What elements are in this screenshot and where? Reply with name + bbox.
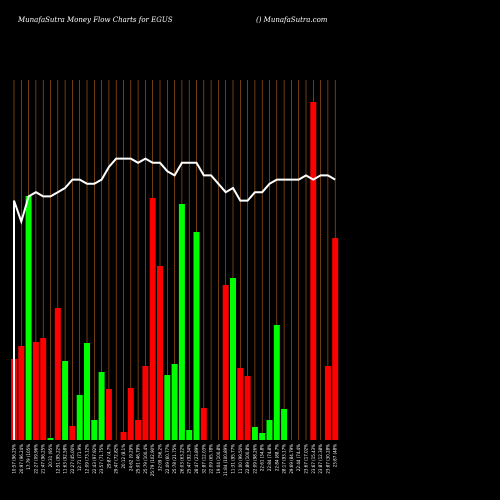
x-tick-label: 25:47 (92.34% [187, 444, 192, 474]
volume-bar [193, 232, 200, 440]
site-credit: () MunafaSutra.com [256, 16, 328, 24]
volume-bar [324, 366, 331, 440]
volume-bar [164, 375, 171, 440]
volume-bar [62, 361, 69, 440]
x-tick-label: 29:47 (72.82% [114, 444, 119, 474]
money-flow-series-line [13, 157, 336, 440]
x-tick-label: 29:69 (84.79% [289, 444, 294, 474]
volume-bar [200, 408, 207, 440]
volume-bar [120, 432, 127, 440]
x-tick-label: 25:79 (102.90% [150, 444, 155, 476]
x-tick-label: 11:84 (100.89% [223, 444, 228, 476]
x-tick-label: 17:79 (105% [26, 444, 31, 470]
volume-bar [40, 338, 47, 440]
x-tick-label: 22:09 (98.26% [252, 444, 257, 474]
x-tick-label: 19:04 (100.8% [216, 444, 221, 474]
x-tick-label: 25:01 (46.79% [136, 444, 141, 474]
volume-bar [25, 196, 32, 440]
x-tick-label: 23:87 (30.28% [325, 444, 330, 474]
volume-bar [237, 368, 244, 440]
x-tick-label: 12:51 (95.22% [55, 444, 60, 474]
volume-bar [230, 278, 236, 440]
volume-bar [84, 343, 90, 440]
money-flow-line [13, 157, 336, 440]
volume-bar [222, 285, 229, 440]
volume-bar [47, 438, 54, 440]
volume-bar [149, 198, 156, 440]
x-tick-label: 11:31 (95.77% [231, 444, 236, 474]
volume-bar [266, 420, 273, 440]
x-tick-label: 22:61 (34.8% [260, 444, 265, 471]
x-tick-label: 12:71 (71.9% [77, 444, 82, 471]
x-tick-label: 20:31 (95% [48, 444, 53, 467]
volume-bar [69, 426, 76, 440]
x-tick-label: 29:87 (4.7% [106, 444, 111, 469]
x-tick-label: 10:57 (96.25% [12, 444, 17, 474]
x-tick-label: 26:03 (63.22% [179, 444, 184, 474]
x-tick-label: 22:09 (65.78% [209, 444, 214, 474]
x-tick-label: 20:12 (8.1% [121, 444, 126, 469]
x-axis-tick-labels: 10:57 (96.25% 20:97 (96.24% 17:79 (105% 22:… [12, 444, 338, 476]
x-tick-label: 22:43 (97.92% [92, 444, 97, 474]
volume-bar [76, 395, 83, 440]
x-tick-label: 11:00 (99.50% [238, 444, 243, 474]
x-tick-label: 23:57 (71.75% [99, 444, 104, 474]
x-tick-label: 23:67 (15.43% [311, 444, 316, 474]
x-tick-label: 22:84 (88.7% [274, 444, 279, 471]
x-tick-label: 23:87 (12.38% [318, 444, 323, 474]
volume-bar [244, 376, 251, 440]
x-tick-label: 28:47 (23.89% [194, 444, 199, 474]
volume-bar [157, 266, 163, 440]
x-tick-label: 23:67 (17.02% [304, 444, 309, 474]
x-tick-label: 12:09 (73.12% [85, 444, 90, 474]
x-tick-label: 22:09 (60.77% [165, 444, 170, 474]
x-tick-label: 32:87 (12.03% [201, 444, 206, 474]
volume-bar [332, 238, 339, 440]
volume-bar [127, 388, 134, 440]
x-tick-label: 11:63 (92.58% [63, 444, 68, 474]
x-tick-label: 22:27 (45.00% [70, 444, 75, 474]
volume-bar [259, 433, 266, 440]
x-tick-label: 22:44 (74.4% [296, 444, 301, 471]
volume-bar [91, 420, 98, 440]
volume-bar [18, 346, 25, 440]
x-tick-label: 22:27 (09.96% [33, 444, 38, 474]
volume-bar [32, 342, 39, 440]
x-tick-label: 20:97 (96.24% [19, 444, 24, 474]
volume-bar [178, 204, 185, 440]
x-tick-label: 22:84 (74.8% [267, 444, 272, 471]
x-tick-label: 22:89 (100.8% [245, 444, 250, 474]
x-tick-label: 25:79 (100.4% [143, 444, 148, 474]
x-tick-label: 23:87 (48% [333, 444, 338, 467]
volume-bar [281, 409, 288, 440]
x-tick-label: 28:17 (93.17% [282, 444, 287, 474]
volume-bar [98, 372, 105, 440]
x-tick-label: 21:47 (96.25% [41, 444, 46, 474]
volume-bar [142, 366, 149, 440]
volume-bar [310, 102, 317, 440]
x-tick-label: 32:09 (56.2% [158, 444, 163, 471]
volume-bar [105, 389, 112, 440]
chart-title: MunafaSutra Money Flow Charts for EGUS [18, 16, 173, 24]
volume-bar [251, 427, 258, 440]
x-tick-label: 25:78 (21.75% [172, 444, 177, 474]
volume-bar [186, 430, 193, 440]
volume-bar [273, 325, 280, 440]
x-tick-label: 24:62 (9.29% [128, 444, 133, 471]
volume-bar [54, 308, 61, 440]
volume-bars [11, 102, 339, 440]
volume-bar [135, 420, 142, 440]
volume-bar [171, 364, 178, 440]
